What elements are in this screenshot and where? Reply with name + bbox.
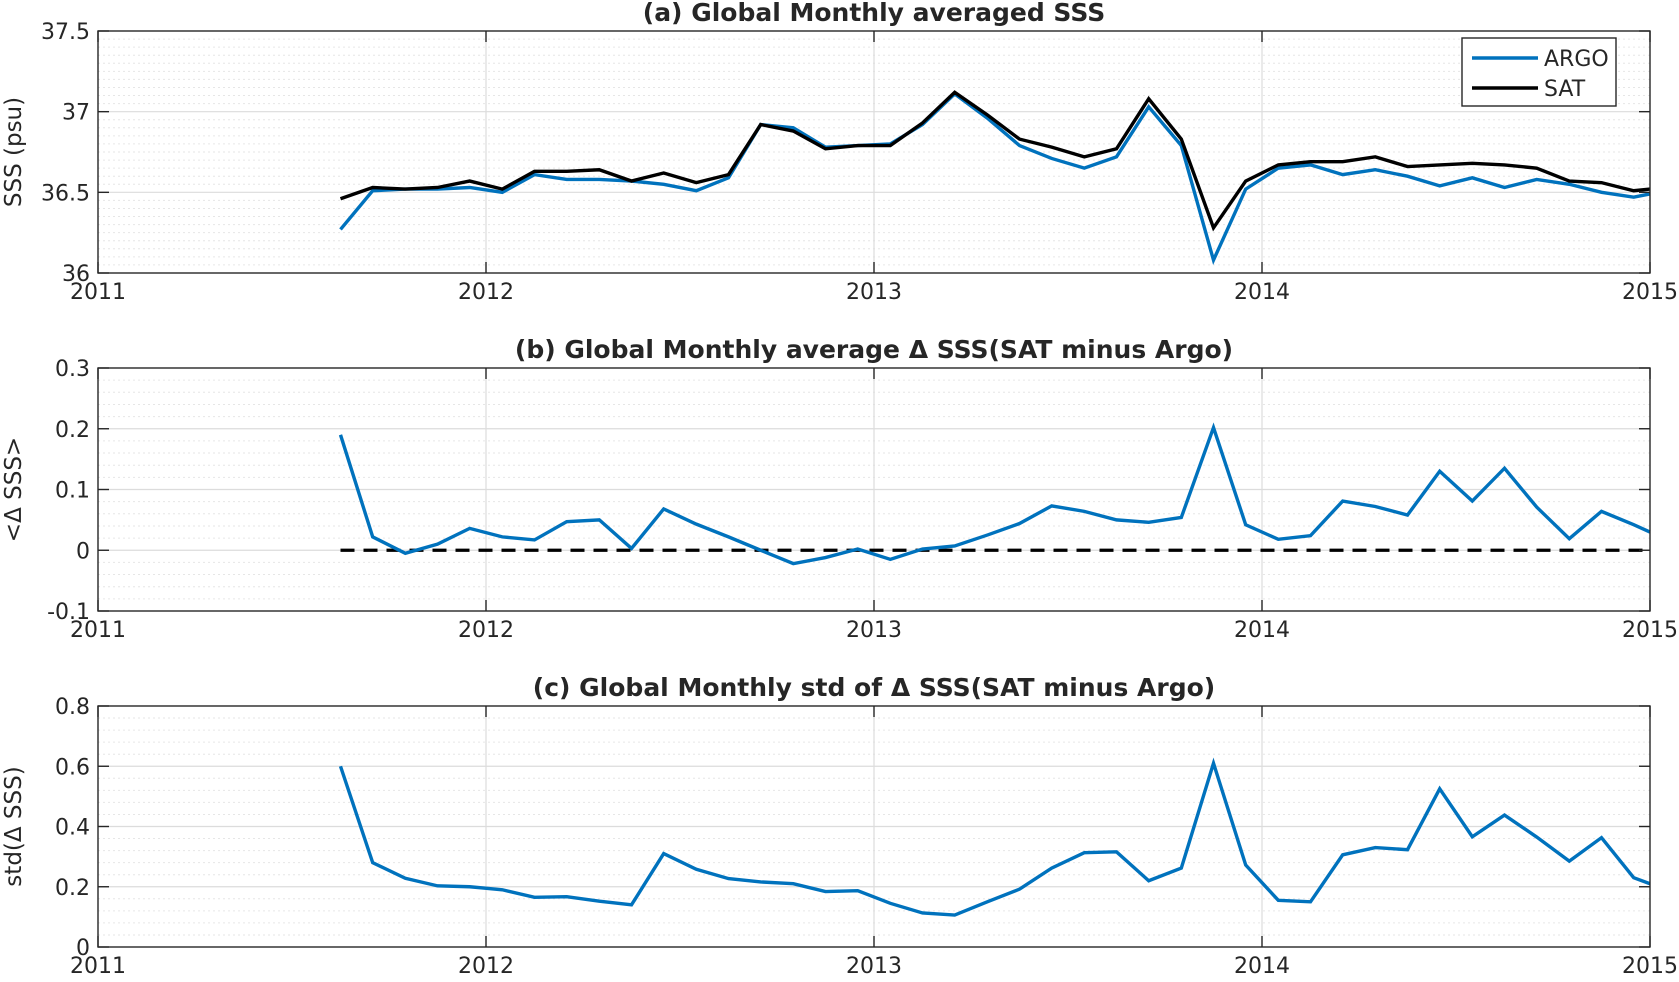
series-line [338,757,1651,917]
y-axis-label: std(Δ SSS) [1,766,27,886]
x-tick-label: 2014 [1234,954,1290,979]
x-tick-label: 2011 [70,954,126,979]
y-tick-label: 0.3 [55,357,90,382]
x-tick-label: 2014 [1234,618,1290,643]
series-line-sat [339,90,1651,232]
x-tick-label: 2015 [1622,954,1678,979]
panel-c: 2011 2012 2013 2014 2015 0 0.2 0.4 0.6 0.8 (c) Glo… [1,673,1678,979]
x-tick-label: 2011 [70,618,126,643]
y-tick-label: 36 [62,262,90,287]
series-line [338,422,1651,566]
y-axis-label: SSS (psu) [1,97,27,207]
x-tick-label: 2013 [846,280,902,305]
series-line-argo [339,91,1651,266]
x-tick-label: 2015 [1622,280,1678,305]
y-tick-label: 0.2 [55,876,90,901]
x-tick-label: 2012 [458,954,514,979]
y-tick-label: -0.1 [47,600,90,625]
y-tick-label: 0.6 [55,755,90,780]
panel-b: 2011 2012 2013 2014 2015 -0.1 0 0.1 0.2 0.3 (b) Gl… [1,335,1678,643]
x-tick-label: 2012 [458,618,514,643]
y-tick-label: 36.5 [41,181,90,206]
legend: ARGO SAT [1461,37,1617,107]
panel-a: 2011 2012 2013 2014 2015 36 36.5 37 37.5 (a) Glob… [1,0,1678,305]
y-tick-label: 0 [76,539,90,564]
y-tick-label: 37 [62,101,90,126]
x-tick-label: 2014 [1234,280,1290,305]
chart-title: (b) Global Monthly average Δ SSS(SAT min… [515,335,1233,364]
x-tick-label: 2012 [458,280,514,305]
y-tick-label: 0 [76,936,90,961]
chart-title: (a) Global Monthly averaged SSS [643,0,1105,27]
y-axis-label: <Δ SSS> [1,437,27,542]
x-tick-label: 2011 [70,280,126,305]
legend-label-argo: ARGO [1544,47,1609,72]
y-tick-label: 0.1 [55,479,90,504]
legend-label-sat: SAT [1544,77,1586,102]
y-tick-label: 0.8 [55,695,90,720]
legend-box [1461,37,1617,107]
x-tick-label: 2013 [846,618,902,643]
y-tick-label: 0.4 [55,816,90,841]
x-tick-label: 2013 [846,954,902,979]
chart-title: (c) Global Monthly std of Δ SSS(SAT minu… [533,673,1215,702]
y-tick-label: 37.5 [41,20,90,45]
x-tick-label: 2015 [1622,618,1678,643]
y-tick-label: 0.2 [55,418,90,443]
